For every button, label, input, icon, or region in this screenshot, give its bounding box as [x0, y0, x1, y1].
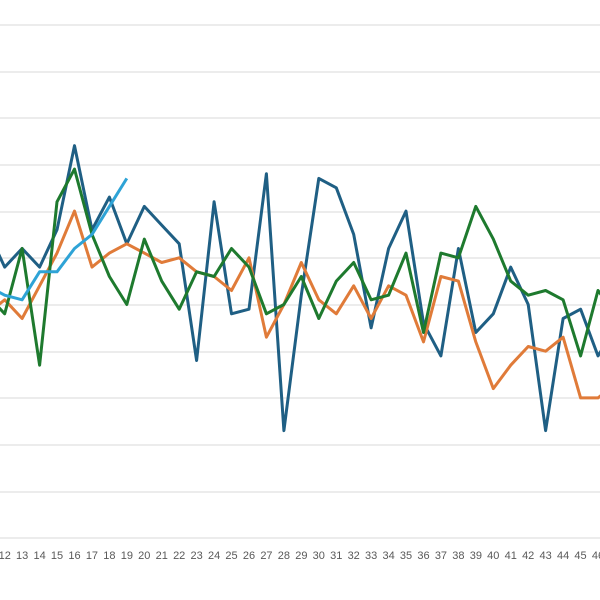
- x-tick-label: 43: [540, 550, 552, 562]
- x-tick-label: 13: [16, 550, 28, 562]
- series-group: [0, 144, 600, 433]
- x-tick-label: 37: [435, 550, 447, 562]
- x-tick-label: 15: [51, 550, 63, 562]
- x-tick-label: 42: [522, 550, 534, 562]
- x-tick-label: 40: [487, 550, 499, 562]
- x-tick-label: 44: [557, 550, 569, 562]
- series-line-4: [0, 177, 129, 302]
- x-tick-label: 38: [452, 550, 464, 562]
- x-tick-label: 14: [33, 550, 45, 562]
- x-tick-label: 20: [138, 550, 150, 562]
- x-tick-label: 46: [592, 550, 600, 562]
- x-tick-label: 19: [121, 550, 133, 562]
- x-axis-tick-labels: 12 13 14 15 16 17 18 19 20 21 22 23 24 25 26 27 28 29 30 31…: [0, 550, 600, 562]
- x-tick-label: 36: [417, 550, 429, 562]
- x-tick-label: 21: [156, 550, 168, 562]
- x-tick-label: 32: [348, 550, 360, 562]
- gridlines: [0, 24, 600, 539]
- x-tick-label: 26: [243, 550, 255, 562]
- x-tick-label: 25: [225, 550, 237, 562]
- x-tick-label: 27: [260, 550, 272, 562]
- x-tick-label: 22: [173, 550, 185, 562]
- x-tick-label: 18: [103, 550, 115, 562]
- x-tick-label: 23: [191, 550, 203, 562]
- x-tick-label: 41: [505, 550, 517, 562]
- x-tick-label: 35: [400, 550, 412, 562]
- x-tick-label: 33: [365, 550, 377, 562]
- x-tick-label: 16: [68, 550, 80, 562]
- x-tick-label: 29: [295, 550, 307, 562]
- x-tick-label: 31: [330, 550, 342, 562]
- x-tick-label: 34: [382, 550, 394, 562]
- x-tick-label: 24: [208, 550, 220, 562]
- x-tick-label: 28: [278, 550, 290, 562]
- x-tick-label: 39: [470, 550, 482, 562]
- series-line-2: [0, 209, 600, 400]
- series-line-1: [0, 144, 600, 433]
- x-tick-label: 30: [313, 550, 325, 562]
- x-tick-label: 45: [574, 550, 586, 562]
- x-tick-label: 12: [0, 550, 11, 562]
- x-tick-label: 17: [86, 550, 98, 562]
